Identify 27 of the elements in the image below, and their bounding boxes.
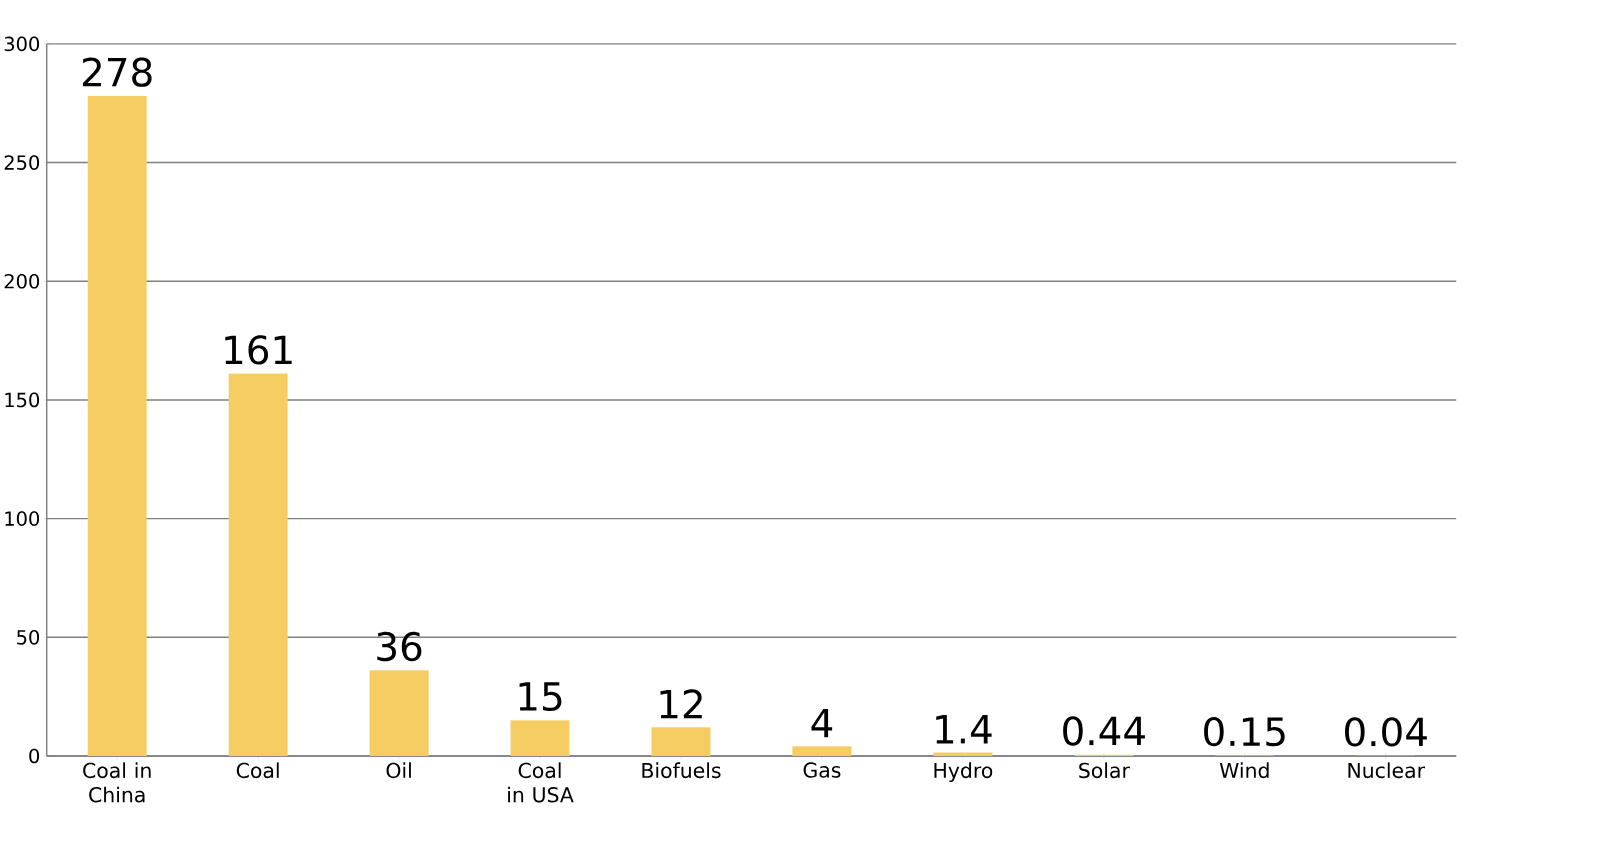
data-label: 0.44 <box>1063 716 1145 746</box>
y-tick-label: 0 <box>29 748 40 764</box>
y-tick-label: 250 <box>4 155 40 170</box>
x-tick-label: Biofuels <box>642 762 721 778</box>
y-tick-label: 100 <box>5 511 40 526</box>
data-label: 4 <box>811 708 833 737</box>
x-tick-label: Nuclear <box>1348 762 1426 778</box>
data-label: 0.04 <box>1345 716 1427 747</box>
x-tick-label: Coal <box>236 762 279 778</box>
data-label: 0.15 <box>1204 716 1285 747</box>
y-tick-label: 50 <box>17 629 40 645</box>
data-label: 278 <box>82 57 152 87</box>
x-tick-label: Oil <box>386 762 411 778</box>
x-tick-label: Wind <box>1219 762 1269 778</box>
data-label: 12 <box>660 689 702 718</box>
data-label: 1.4 <box>936 714 992 744</box>
y-tick-label: 200 <box>4 273 40 289</box>
data-label: 161 <box>225 334 292 365</box>
x-tick-label: Coal in USA <box>508 762 574 803</box>
y-tick-label: 150 <box>5 392 40 408</box>
y-tick-label: 300 <box>4 36 40 52</box>
x-tick-label: Gas <box>803 762 841 778</box>
x-tick-label: Hydro <box>934 762 993 782</box>
data-label: 15 <box>519 681 562 711</box>
data-label: 36 <box>377 631 422 662</box>
x-tick-label: Solar <box>1079 762 1130 778</box>
x-tick-label: Coal in China <box>83 762 151 803</box>
